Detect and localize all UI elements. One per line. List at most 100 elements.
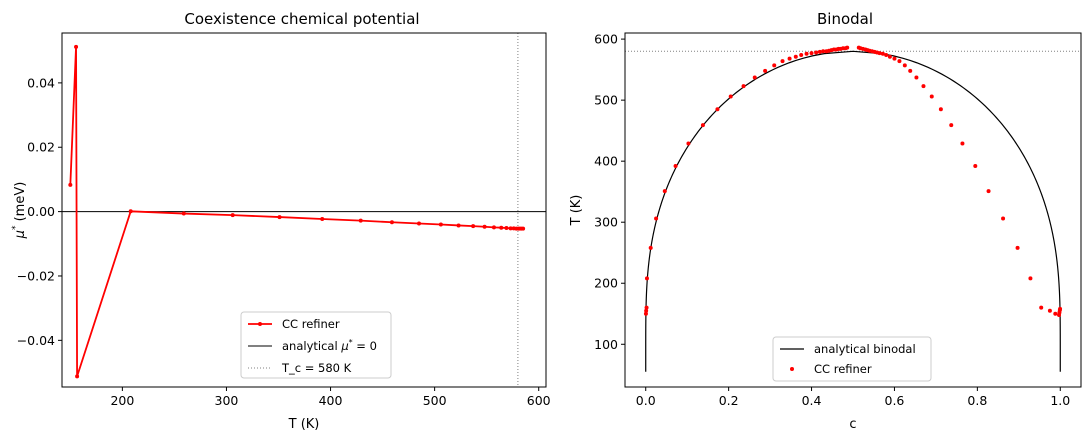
x-tick-label: 200 bbox=[110, 393, 134, 408]
cc-refiner-point bbox=[752, 75, 757, 80]
cc-refiner-point bbox=[914, 75, 919, 80]
left-y-axis-label: μ* (meV) bbox=[11, 182, 28, 240]
cc-refiner-point bbox=[1001, 216, 1006, 221]
y-tick-label: 0.00 bbox=[27, 204, 55, 219]
cc-refiner-point bbox=[456, 223, 461, 228]
left-legend-marker-cc-refiner bbox=[258, 322, 262, 326]
y-tick-label: −0.04 bbox=[17, 333, 55, 348]
analytical-binodal-curve bbox=[645, 50, 1061, 372]
right-chart-marks bbox=[625, 45, 1081, 372]
cc-refiner-point bbox=[892, 56, 897, 61]
cc-refiner-point bbox=[320, 217, 325, 222]
right-chart-panel: Binodal 0.0 0.2 0.4 0.6 0.8 1.0 100 200 300 400 5… bbox=[569, 10, 1082, 432]
right-legend-box bbox=[772, 336, 932, 382]
cc-refiner-point bbox=[644, 308, 649, 313]
cc-refiner-point bbox=[68, 182, 73, 187]
cc-refiner-point bbox=[763, 68, 768, 73]
x-tick-label: 500 bbox=[423, 393, 447, 408]
left-x-axis-label: T (K) bbox=[288, 417, 320, 432]
cc-refiner-point bbox=[230, 213, 235, 218]
cc-refiner-point bbox=[471, 224, 476, 229]
cc-refiner-point bbox=[908, 68, 913, 73]
x-tick-label: 300 bbox=[215, 393, 239, 408]
left-legend-label-tc: T_c = 580 K bbox=[281, 361, 352, 375]
left-chart-marks bbox=[62, 33, 546, 387]
cc-refiner-point bbox=[643, 311, 648, 316]
right-y-axis-label: T (K) bbox=[569, 195, 584, 227]
cc-refiner-point bbox=[504, 226, 509, 231]
cc-refiner-point bbox=[521, 226, 526, 231]
cc-refiner-point bbox=[960, 141, 965, 146]
cc-refiner-point bbox=[644, 276, 649, 281]
cc-refiner-point bbox=[728, 94, 733, 99]
right-plot-frame bbox=[624, 32, 1082, 388]
legend-analytical-prefix: analytical bbox=[282, 339, 341, 353]
left-y-axis-label-unit: (meV) bbox=[13, 182, 28, 226]
left-plot-frame bbox=[61, 32, 547, 388]
cc-refiner-point bbox=[389, 220, 394, 225]
cc-refiner-point bbox=[491, 225, 496, 230]
y-tick-label: 200 bbox=[594, 276, 618, 291]
cc-refiner-point bbox=[787, 56, 792, 61]
right-legend-label-analytical-binodal: analytical binodal bbox=[814, 342, 916, 356]
cc-refiner-point bbox=[277, 215, 282, 220]
cc-refiner-point bbox=[181, 211, 186, 216]
cc-refiner-point bbox=[673, 164, 678, 169]
left-x-axis: 200 300 400 500 600 bbox=[110, 387, 551, 408]
cc-refiner-point bbox=[884, 52, 889, 57]
cc-refiner-point bbox=[973, 164, 978, 169]
cc-refiner-point bbox=[897, 59, 902, 64]
cc-refiner-point bbox=[938, 107, 943, 112]
cc-refiner-point bbox=[499, 225, 504, 230]
cc-refiner-point bbox=[1047, 308, 1052, 313]
left-chart-title: Coexistence chemical potential bbox=[184, 10, 419, 28]
cc-refiner-point bbox=[417, 221, 422, 226]
cc-refiner-point bbox=[662, 189, 667, 194]
y-tick-label: 300 bbox=[594, 215, 618, 230]
right-chart-title: Binodal bbox=[817, 10, 873, 28]
cc-refiner-point bbox=[741, 84, 746, 89]
cc-refiner-point bbox=[1028, 276, 1033, 281]
x-tick-label: 0.2 bbox=[719, 393, 739, 408]
cc-refiner-point bbox=[715, 107, 720, 112]
x-tick-label: 0.6 bbox=[885, 393, 905, 408]
cc-refiner-point bbox=[654, 216, 659, 221]
cc-refiner-point bbox=[877, 51, 882, 56]
y-tick-label: 600 bbox=[594, 32, 618, 47]
y-tick-label: −0.02 bbox=[17, 268, 55, 283]
cc-refiner-point bbox=[648, 245, 653, 250]
cc-refiner-point bbox=[821, 49, 826, 54]
legend-analytical-sup: * bbox=[349, 338, 353, 347]
cc-refiner-point bbox=[482, 224, 487, 229]
cc-refiner-point bbox=[780, 59, 785, 64]
left-legend-box bbox=[240, 311, 392, 379]
cc-refiner-point bbox=[793, 54, 798, 59]
y-tick-label: 100 bbox=[594, 337, 618, 352]
cc-refiner-point bbox=[814, 50, 819, 55]
cc-refiner-point bbox=[1015, 245, 1020, 250]
cc-refiner-point bbox=[438, 222, 443, 227]
left-legend-label-analytical: analytical μ* = 0 bbox=[282, 338, 377, 353]
cc-refiner-point bbox=[1053, 311, 1058, 316]
right-legend-label-cc-refiner: CC refiner bbox=[814, 362, 872, 376]
x-tick-label: 400 bbox=[319, 393, 343, 408]
x-tick-label: 1.0 bbox=[1050, 393, 1070, 408]
left-y-axis-label-superscript: * bbox=[11, 225, 21, 230]
x-tick-label: 0.8 bbox=[967, 393, 987, 408]
legend-analytical-mu: μ bbox=[340, 339, 348, 353]
legend-analytical-suffix: = 0 bbox=[353, 339, 377, 353]
cc-refiner-point bbox=[887, 54, 892, 59]
cc-refiner-point bbox=[804, 51, 809, 56]
cc-refiner-point bbox=[75, 374, 80, 379]
cc-refiner-point bbox=[508, 226, 513, 231]
x-tick-label: 0.0 bbox=[636, 393, 656, 408]
cc-refiner-point bbox=[772, 63, 777, 68]
right-x-axis: 0.0 0.2 0.4 0.6 0.8 1.0 bbox=[636, 387, 1070, 408]
cc-refiner-point bbox=[809, 51, 814, 56]
right-legend-marker-cc-refiner bbox=[790, 367, 794, 371]
cc-refiner-point bbox=[929, 94, 934, 99]
cc-refiner-point bbox=[845, 45, 850, 50]
left-legend-label-cc-refiner: CC refiner bbox=[282, 317, 340, 331]
cc-refiner-point bbox=[358, 218, 363, 223]
cc-refiner-point bbox=[902, 63, 907, 68]
